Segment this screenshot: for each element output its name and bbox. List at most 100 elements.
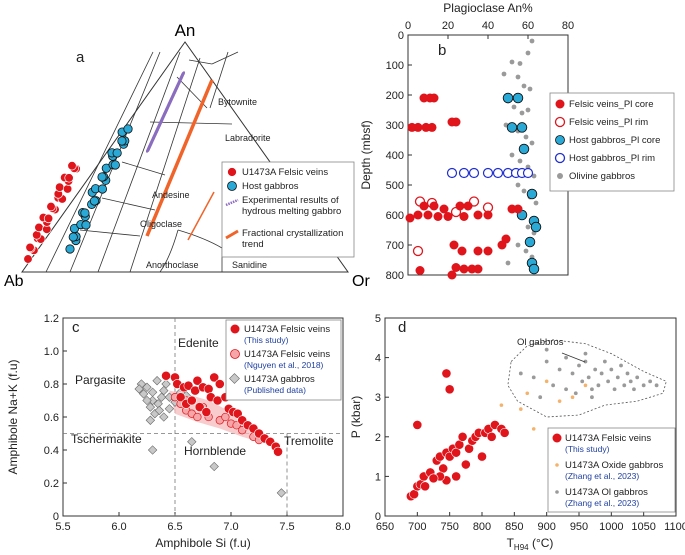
panel-b-x-title: Plagioclase An% bbox=[443, 1, 533, 15]
published-gabbro-point bbox=[209, 461, 219, 472]
host-gabbro-point bbox=[81, 220, 91, 230]
felsic-vein-point bbox=[428, 473, 439, 484]
published-gabbro-point bbox=[145, 402, 156, 412]
panel-c-x-ticks: 5.5 6.0 6.5 7.0 7.5 8.0 bbox=[55, 512, 351, 533]
felsic-vein-core-point bbox=[447, 270, 457, 280]
ol-gabbro-point bbox=[619, 363, 623, 368]
felsic-vein-core-point bbox=[405, 213, 415, 223]
legend-c-nguyen-marker bbox=[230, 349, 240, 359]
felsic-vein-point bbox=[194, 402, 205, 412]
c-y-tick-label: 0.2 bbox=[44, 478, 59, 490]
b-y-tick-label: 100 bbox=[386, 60, 404, 72]
field-anorthoclase: Anorthoclase bbox=[146, 260, 199, 270]
d-y-tick-label: 5 bbox=[375, 313, 381, 325]
felsic-vein-core-point bbox=[439, 204, 449, 214]
b-y-tick-label: 600 bbox=[386, 210, 404, 222]
felsic-vein-point bbox=[25, 242, 35, 253]
felsic-vein-core-point bbox=[501, 234, 511, 244]
b-y-tick-label: 300 bbox=[386, 120, 404, 132]
published-gabbro-point bbox=[142, 382, 152, 392]
felsic-vein-core-point bbox=[451, 117, 461, 127]
felsic-vein-core-point bbox=[423, 210, 433, 220]
ol-gabbros-annotation: Ol gabbros bbox=[517, 337, 564, 348]
legend-d-oxide-label: U1473A Oxide gabbros bbox=[565, 460, 663, 471]
ol-gabbro-point bbox=[628, 379, 633, 384]
legend-d-oxide-source: (Zhang et al., 2023) bbox=[565, 471, 639, 481]
tie-line-5 bbox=[209, 51, 229, 109]
d-x-tick-label: 950 bbox=[570, 521, 588, 533]
olivine-gabbro-point bbox=[501, 71, 507, 77]
olivine-gabbro-point bbox=[525, 224, 531, 230]
ol-gabbro-point bbox=[531, 375, 536, 380]
host-gabbro-core-point bbox=[506, 122, 518, 133]
d-y-tick-label: 1 bbox=[375, 471, 381, 483]
vertex-or-label: Or bbox=[352, 273, 370, 290]
c-x-tick-label: 8.0 bbox=[335, 521, 350, 533]
ol-gabbro-point bbox=[606, 379, 610, 384]
b-y-tick-label: 400 bbox=[386, 150, 404, 162]
felsic-vein-core-point bbox=[433, 212, 443, 221]
panel-d-pt-plot: 650 700 750 800 850 900 950 1000 1050 1100 0 1 2 3 4 5… bbox=[349, 313, 685, 552]
felsic-vein-point bbox=[214, 379, 225, 389]
legend-b-olivine-marker bbox=[557, 173, 563, 179]
published-gabbro-point bbox=[134, 384, 144, 394]
field-andesine: Andesine bbox=[152, 190, 190, 200]
d-x-tick-label: 1100 bbox=[664, 521, 685, 533]
felsic-vein-core-point bbox=[429, 93, 439, 103]
legend-b-core-label: Felsic veins_Pl core bbox=[569, 99, 653, 110]
ol-gabbro-point bbox=[599, 371, 604, 376]
host-gabbro-core-point bbox=[526, 188, 538, 200]
c-y-tick-label: 1.2 bbox=[44, 313, 59, 325]
c-y-tick-label: 0.6 bbox=[44, 412, 59, 424]
panel-b-legend: Felsic veins_Pl core Felsic veins_Pl rim… bbox=[549, 92, 675, 192]
b-x-tick-label: 0 bbox=[405, 20, 411, 32]
legend-d-felsic-label: U1473A Felsic veins bbox=[565, 433, 651, 444]
legend-exp-marker bbox=[225, 198, 239, 207]
d-y-tick-label: 3 bbox=[375, 392, 381, 404]
ol-gabbro-point bbox=[622, 383, 627, 388]
host-gabbro-points bbox=[65, 124, 133, 254]
host-gabbro-core-point bbox=[516, 122, 528, 133]
legend-felsic-label: U1473A Felsic veins bbox=[242, 167, 328, 178]
legend-d-ol-label: U1473A Ol gabbros bbox=[565, 487, 648, 498]
d-x-title-sub: H94 bbox=[514, 543, 529, 552]
legend-d-ol-marker bbox=[555, 490, 559, 494]
c-y-tick-label: 0.4 bbox=[44, 445, 59, 457]
legend-c-felsic-source: (This study) bbox=[244, 335, 289, 345]
olivine-gabbro-point bbox=[525, 50, 531, 56]
c-y-tick-label: 0.8 bbox=[44, 379, 59, 391]
felsic-vein-core-point bbox=[473, 210, 483, 220]
legend-c-felsic-label: U1473A Felsic veins bbox=[244, 324, 330, 335]
panel-b-y-title: Depth (mbsf) bbox=[359, 120, 373, 189]
felsic-vein-core-point bbox=[473, 246, 483, 256]
panel-d-legend: U1473A Felsic veins (This study) U1473A … bbox=[547, 427, 676, 513]
panel-d-axes bbox=[384, 317, 677, 517]
felsic-vein-core-point bbox=[513, 204, 523, 214]
felsic-vein-core-point bbox=[483, 246, 493, 256]
b-y-tick-label: 500 bbox=[386, 180, 404, 192]
felsic-vein-core-point bbox=[455, 201, 465, 211]
d-x-tick-label: 750 bbox=[440, 521, 458, 533]
fractional-crystallization-line-short bbox=[187, 191, 215, 241]
felsic-vein-point bbox=[201, 407, 212, 417]
field-oligoclase: Oligoclase bbox=[140, 219, 182, 229]
felsic-vein-core-point bbox=[459, 212, 469, 221]
panel-c-label: c bbox=[72, 319, 80, 336]
host-gabbro-point bbox=[110, 160, 120, 170]
felsic-vein-point bbox=[161, 370, 171, 381]
felsic-vein-point bbox=[54, 182, 65, 192]
panel-a-ternary: a An Ab Or Bytownite Labradorite Andesin… bbox=[4, 21, 370, 290]
legend-c-gabbro-source: (Published data) bbox=[244, 385, 306, 395]
felsic-vein-core-point bbox=[419, 201, 429, 211]
olivine-gabbro-point bbox=[515, 74, 521, 80]
field-bytownite: Bytownite bbox=[218, 97, 257, 107]
olivine-gabbro-point bbox=[527, 86, 533, 92]
host-gabbro-point bbox=[89, 196, 100, 206]
published-gabbro-point bbox=[142, 395, 152, 406]
albite-divider bbox=[79, 229, 141, 237]
panel-d-y-ticks: 0 1 2 3 4 5 bbox=[375, 313, 389, 523]
host-gabbro-rim-point bbox=[468, 167, 480, 179]
felsic-vein-point bbox=[460, 459, 471, 470]
field-sanidine: Sanidine bbox=[232, 260, 267, 270]
